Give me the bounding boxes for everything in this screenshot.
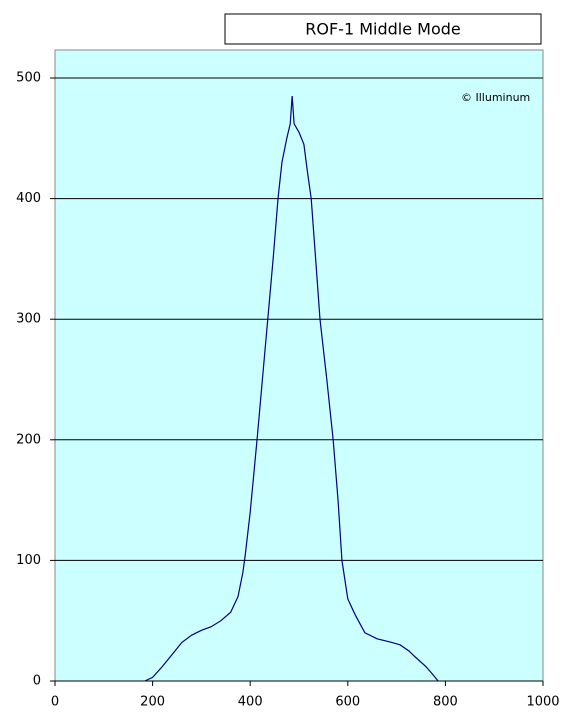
title-box [224, 13, 542, 45]
x-tick-label: 400 [238, 695, 263, 710]
y-tick-label: 400 [16, 191, 41, 206]
chart-title: ROF-1 Middle Mode [305, 20, 460, 39]
annotation: © Illuminum [461, 91, 530, 104]
x-tick-label: 0 [51, 695, 59, 710]
y-tick-label: 0 [33, 674, 41, 689]
plot-area [54, 49, 544, 682]
y-tick-label: 300 [16, 312, 41, 327]
x-tick-label: 1000 [526, 695, 559, 710]
y-tick-label: 100 [16, 553, 41, 568]
data-line [144, 96, 439, 682]
x-tick-label: 600 [335, 695, 360, 710]
y-tick-label: 500 [16, 71, 41, 86]
y-tick-label: 200 [16, 432, 41, 447]
x-tick-label: 800 [433, 695, 458, 710]
x-tick-label: 200 [140, 695, 165, 710]
